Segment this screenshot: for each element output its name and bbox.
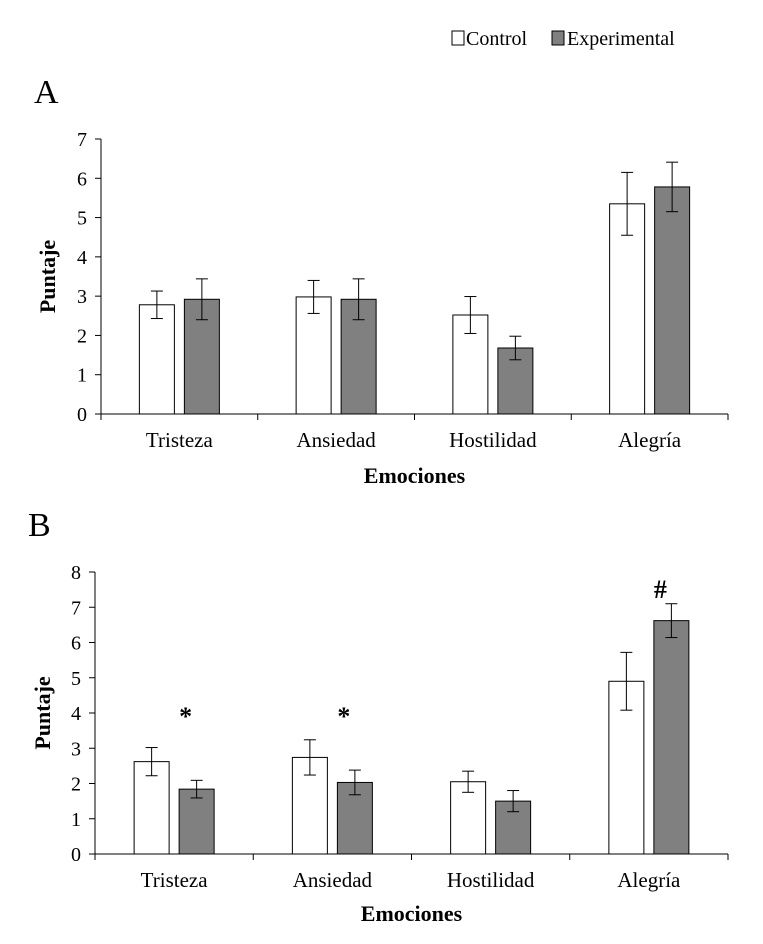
bar-control [450,781,487,855]
x-tick-label: Tristeza [146,428,214,452]
x-axis-title: Emociones [361,901,463,926]
panel-b: B 0 1 2 3 4 5 6 7 8 Tristeza Ansiedad Hostilidad Ale… [28,507,729,926]
bar-control [609,203,646,415]
y-tick-label: 3 [77,286,87,308]
y-tick-label: 1 [77,365,87,387]
bar-control [608,680,645,855]
y-tick-label: 7 [77,129,87,151]
y-tick-label: 6 [77,168,87,190]
y-tick-label: 0 [71,844,81,866]
bar-control [295,296,332,415]
x-tick-label: Alegría [617,868,681,892]
y-axis-title: Puntaje [35,240,60,314]
x-axis-title: Emociones [364,463,466,488]
significance-marker: * [337,702,350,731]
panel-letter: B [28,507,51,544]
legend-swatch-control [451,30,465,46]
bar-control [133,761,170,855]
x-tick-label: Ansiedad [296,428,376,452]
y-tick-label: 3 [71,738,81,760]
y-tick-label: 4 [77,247,87,269]
legend: Control Experimental [451,28,675,50]
bar-experimental [178,788,215,855]
y-tick-label: 1 [71,809,81,831]
bar-experimental [653,620,690,855]
bar-control [452,314,489,415]
x-tick-label: Hostilidad [447,868,535,892]
significance-marker: # [654,575,667,604]
y-axis-title: Puntaje [30,676,55,750]
x-tick-label: Alegría [618,428,682,452]
y-tick-label: 8 [71,562,81,584]
bar-experimental [654,186,691,415]
y-tick-label: 0 [77,404,87,426]
y-tick-label: 5 [77,208,87,230]
bar-control [138,304,175,415]
legend-label-control: Control [466,28,528,50]
x-tick-label: Ansiedad [293,868,373,892]
legend-swatch-experimental [551,30,565,46]
x-tick-label: Tristeza [141,868,209,892]
significance-marker: * [179,702,192,731]
y-tick-label: 7 [71,597,81,619]
legend-label-experimental: Experimental [567,28,675,50]
y-tick-label: 5 [71,668,81,690]
panel-a: A 0 1 2 3 4 5 6 7 Tristeza Ansiedad Hostilidad Aleg… [34,74,729,488]
y-tick-label: 4 [71,703,81,725]
x-tick-label: Hostilidad [449,428,537,452]
y-tick-label: 2 [77,325,87,347]
panel-letter: A [34,74,59,111]
y-tick-label: 2 [71,774,81,796]
y-tick-label: 6 [71,633,81,655]
